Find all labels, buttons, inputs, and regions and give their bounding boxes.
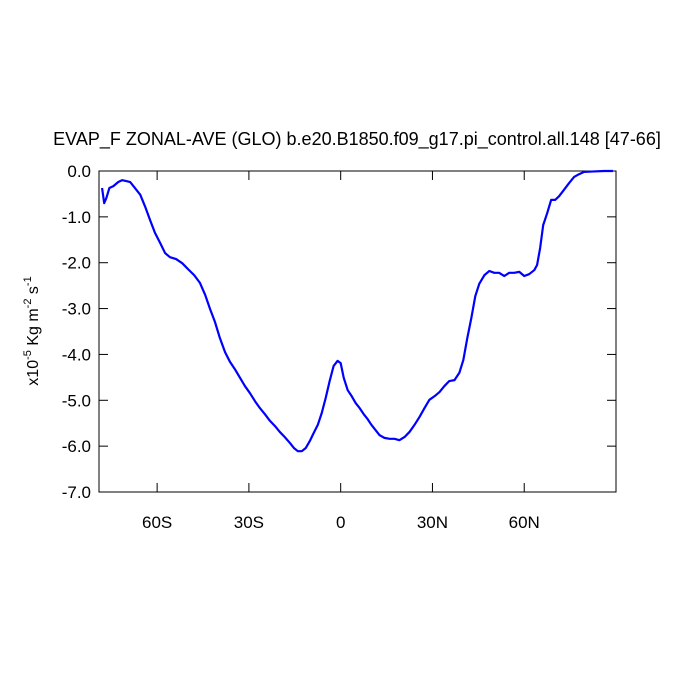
x-tick-label: 60N (509, 513, 540, 532)
y-axis-label-part: s (25, 286, 42, 298)
plot-frame (98, 170, 617, 493)
y-axis-label: x10-5 Kg m-2 s-1 (22, 276, 42, 385)
x-tick-label: 30N (417, 513, 448, 532)
chart-title: EVAP_F ZONAL-AVE (GLO) b.e20.B1850.f09_g… (53, 129, 661, 150)
y-tick-label: -4.0 (62, 345, 91, 364)
y-tick-label: -7.0 (62, 483, 91, 502)
y-tick-label: -3.0 (62, 300, 91, 319)
y-axis-label-part: -2 (22, 299, 34, 309)
y-axis-label-part: x10 (25, 360, 42, 386)
y-axis-label-part: -5 (22, 350, 34, 360)
y-tick-label: -2.0 (62, 254, 91, 273)
data-line (100, 169, 613, 453)
y-tick-label: 0.0 (67, 162, 91, 181)
y-tick-label: -5.0 (62, 391, 91, 410)
x-tick-label: 60S (142, 513, 172, 532)
x-tick-label: 0 (336, 513, 345, 532)
y-axis-label-part: Kg m (25, 308, 42, 350)
y-tick-label: -1.0 (62, 208, 91, 227)
y-tick-label: -6.0 (62, 437, 91, 456)
y-axis-label-part: -1 (22, 276, 34, 286)
x-tick-label: 30S (234, 513, 264, 532)
